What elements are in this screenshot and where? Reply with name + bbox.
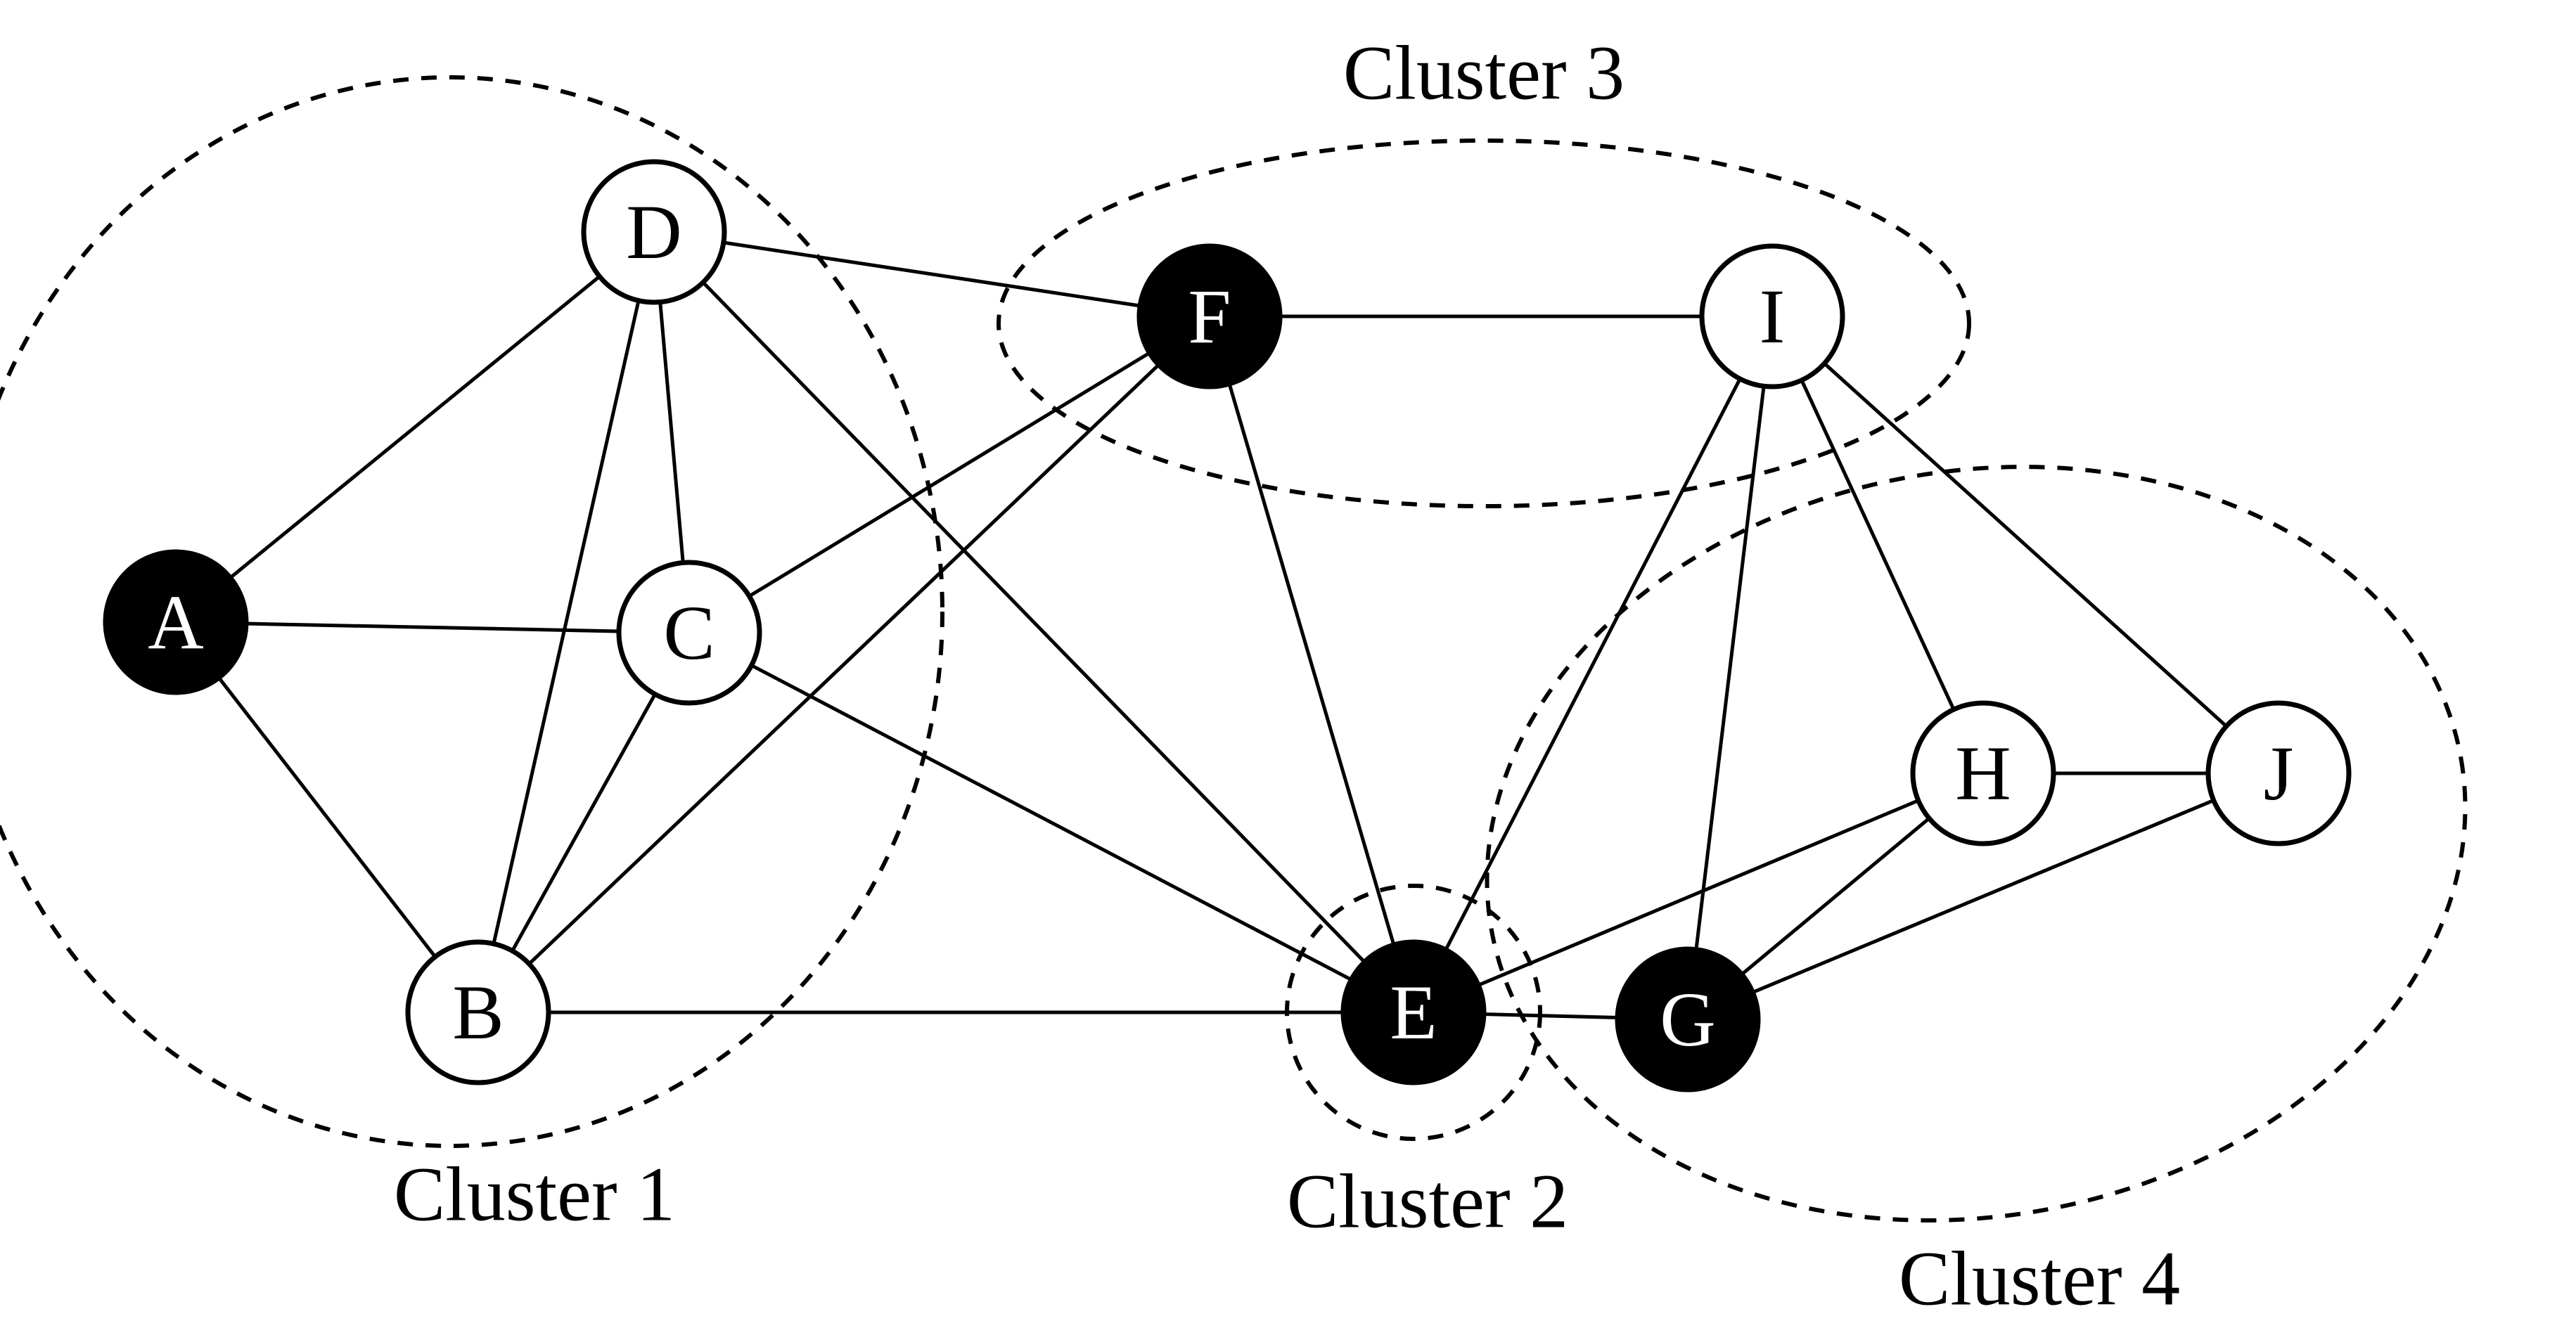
network-diagram: A B C D E F G H I J Cluster 1 Cluster 2 Cluster 3 Clu… <box>0 0 2576 1328</box>
node-label-E: E <box>1390 969 1437 1055</box>
edge-B-D <box>494 301 639 944</box>
node-J: J <box>2208 703 2349 844</box>
node-label-F: F <box>1188 273 1231 359</box>
node-I: I <box>1702 246 1843 387</box>
edge-D-F <box>724 243 1140 306</box>
node-label-J: J <box>2264 730 2294 816</box>
node-label-B: B <box>452 969 504 1055</box>
node-label-I: I <box>1760 273 1786 359</box>
edge-E-G <box>1484 1014 1617 1018</box>
edge-C-D <box>660 302 684 563</box>
node-F: F <box>1139 246 1280 387</box>
node-H: H <box>1913 703 2053 844</box>
node-label-C: C <box>663 590 715 676</box>
cluster-label-4: Cluster 4 <box>1899 1235 2180 1321</box>
edge-A-D <box>230 276 599 578</box>
node-A: A <box>105 552 246 692</box>
edge-A-B <box>219 678 435 957</box>
node-label-A: A <box>148 579 203 665</box>
node-C: C <box>619 562 760 703</box>
cluster-label-1: Cluster 1 <box>394 1151 675 1237</box>
node-layer: A B C D E F G H I J <box>105 162 2349 1090</box>
cluster-label-3: Cluster 3 <box>1343 30 1625 115</box>
node-E: E <box>1343 942 1484 1083</box>
node-label-D: D <box>626 189 681 275</box>
cluster-label-2: Cluster 2 <box>1287 1158 1568 1244</box>
edge-E-I <box>1446 379 1740 950</box>
edge-I-J <box>1824 363 2226 726</box>
edge-G-I <box>1696 386 1764 949</box>
edge-D-E <box>703 283 1365 962</box>
edge-B-F <box>529 365 1158 964</box>
node-G: G <box>1617 949 1758 1090</box>
node-label-G: G <box>1660 976 1715 1062</box>
node-D: D <box>584 162 724 302</box>
cluster-layer <box>0 77 2525 1296</box>
edge-E-F <box>1229 384 1394 945</box>
node-B: B <box>408 942 549 1083</box>
node-label-H: H <box>1955 730 2011 816</box>
edge-G-H <box>1742 818 1929 974</box>
